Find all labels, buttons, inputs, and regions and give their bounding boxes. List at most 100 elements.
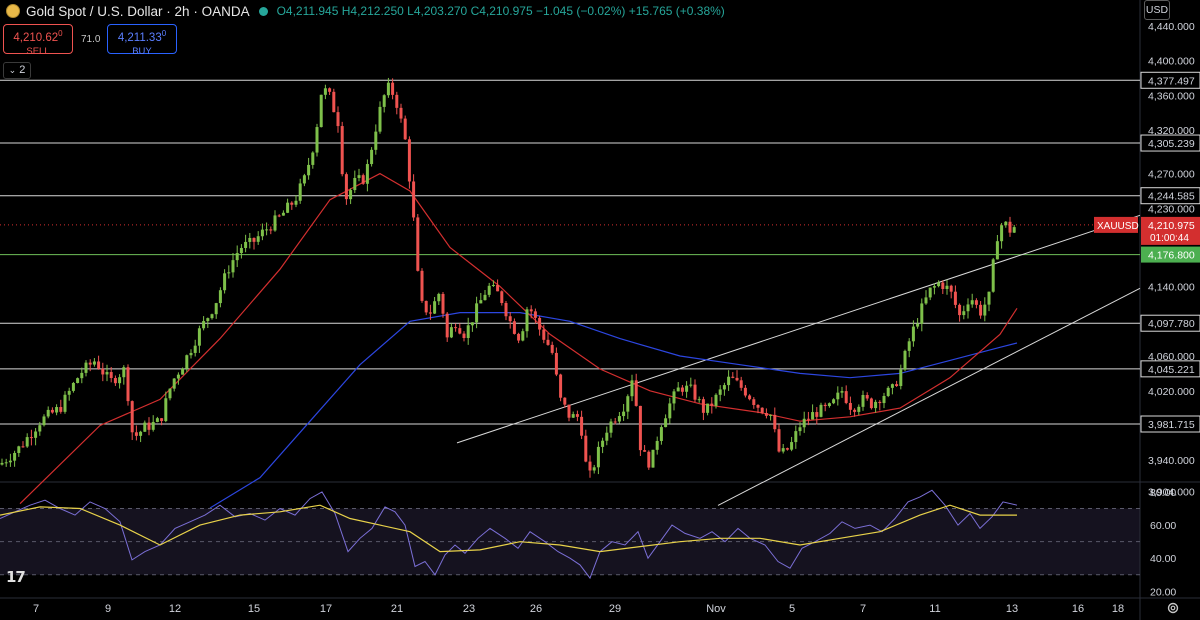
candle-body xyxy=(911,326,915,342)
candle-body xyxy=(962,311,966,316)
candle-body xyxy=(974,300,978,305)
candle-body xyxy=(479,300,483,304)
price-tick-label: 4,230.000 xyxy=(1148,203,1195,215)
candle-body xyxy=(332,91,336,113)
level-tag-label: 4,045.221 xyxy=(1148,364,1195,376)
candle-body xyxy=(1004,221,1008,226)
level-tag-label: 4,377.497 xyxy=(1148,75,1195,87)
candle-body xyxy=(122,367,126,378)
candle-body xyxy=(172,378,176,389)
candle-body xyxy=(651,449,655,468)
candle-body xyxy=(176,374,180,379)
candle-body xyxy=(63,394,67,412)
candle-body xyxy=(25,437,29,447)
candle-body xyxy=(412,181,416,218)
candle-body xyxy=(357,175,361,178)
candle-body xyxy=(932,286,936,288)
candle-body xyxy=(958,304,962,316)
candle-body xyxy=(298,183,302,201)
level-tag-label: 4,176.800 xyxy=(1148,250,1195,262)
candle-body xyxy=(302,175,306,184)
candle-body xyxy=(832,399,836,404)
candle-body xyxy=(689,384,693,386)
tradingview-logo[interactable]: 17 xyxy=(6,568,26,586)
candle-body xyxy=(706,403,710,413)
candle-body xyxy=(844,391,848,403)
candle-body xyxy=(181,368,185,375)
candle-body xyxy=(773,414,777,430)
candle-body xyxy=(916,323,920,327)
candle-body xyxy=(634,380,638,406)
candle-body xyxy=(344,174,348,200)
time-tick-label: 12 xyxy=(169,603,181,615)
candle-body xyxy=(592,467,596,471)
candle-body xyxy=(584,435,588,462)
sell-button[interactable]: 4,210.620 SELL xyxy=(3,24,73,57)
candle-body xyxy=(252,237,256,242)
candle-body xyxy=(739,380,743,388)
candle-body xyxy=(886,387,890,396)
candle-body xyxy=(504,303,508,317)
candle-body xyxy=(218,290,222,304)
candle-body xyxy=(542,329,546,340)
candle-body xyxy=(672,391,676,404)
market-open-dot-icon xyxy=(258,6,268,16)
symbol-title[interactable]: Gold Spot / U.S. Dollar · 2h · OANDA xyxy=(26,3,250,19)
time-tick-label: 15 xyxy=(248,603,260,615)
candle-body xyxy=(29,437,33,439)
candle-body xyxy=(105,372,109,375)
candle-body xyxy=(286,202,290,213)
rsi-tick-label: 80.00 xyxy=(1150,487,1176,499)
price-tick-label: 4,320.000 xyxy=(1148,125,1195,137)
level-tag-bg xyxy=(1140,71,1200,89)
candle-body xyxy=(273,215,277,231)
candle-body xyxy=(185,355,189,369)
candle-body xyxy=(580,416,584,436)
rsi-line xyxy=(0,489,1018,580)
indicators-collapse-button[interactable]: ⌄ 2 xyxy=(3,62,31,79)
candle-body xyxy=(890,384,894,388)
candle-body xyxy=(517,333,521,341)
candle-body xyxy=(546,339,550,345)
candle-body xyxy=(655,440,659,450)
candle-body xyxy=(668,403,672,419)
candle-body xyxy=(731,376,735,378)
candle-body xyxy=(126,367,130,402)
time-tick-label: 9 xyxy=(105,603,111,615)
candle-body xyxy=(59,407,63,412)
candle-body xyxy=(17,446,21,453)
gear-icon[interactable] xyxy=(1166,601,1180,615)
candle-body xyxy=(869,398,873,409)
candle-body xyxy=(441,293,445,314)
price-tick-label: 4,270.000 xyxy=(1148,169,1195,181)
candle-body xyxy=(638,405,642,451)
candle-body xyxy=(1000,225,1004,242)
candle-body xyxy=(214,303,218,315)
price-tick-label: 3,904.000 xyxy=(1148,486,1195,498)
candle-body xyxy=(143,422,147,432)
candle-body xyxy=(50,409,54,413)
level-tag-label: 4,244.585 xyxy=(1148,191,1195,203)
price-tick-label: 4,020.000 xyxy=(1148,386,1195,398)
high-value: H4,212.250 xyxy=(341,4,404,18)
time-tick-label: 7 xyxy=(33,603,39,615)
sell-label: SELL xyxy=(26,45,50,57)
candle-body xyxy=(630,380,634,397)
candle-body xyxy=(806,418,810,420)
candle-body xyxy=(315,127,319,153)
time-tick-label: 16 xyxy=(1072,603,1084,615)
candle-body xyxy=(550,344,554,353)
candle-body xyxy=(109,372,113,379)
trendline xyxy=(456,214,1141,444)
candle-body xyxy=(420,270,424,301)
candle-body xyxy=(718,389,722,395)
buy-button[interactable]: 4,211.330 BUY xyxy=(107,24,177,57)
price-tick-label: 4,360.000 xyxy=(1148,90,1195,102)
buy-label: BUY xyxy=(132,45,152,57)
candle-body xyxy=(953,291,957,305)
currency-button[interactable]: USD xyxy=(1144,0,1170,20)
level-tag-bg xyxy=(1140,415,1200,433)
candle-body xyxy=(764,413,768,416)
chevron-down-icon: ⌄ xyxy=(8,65,17,75)
